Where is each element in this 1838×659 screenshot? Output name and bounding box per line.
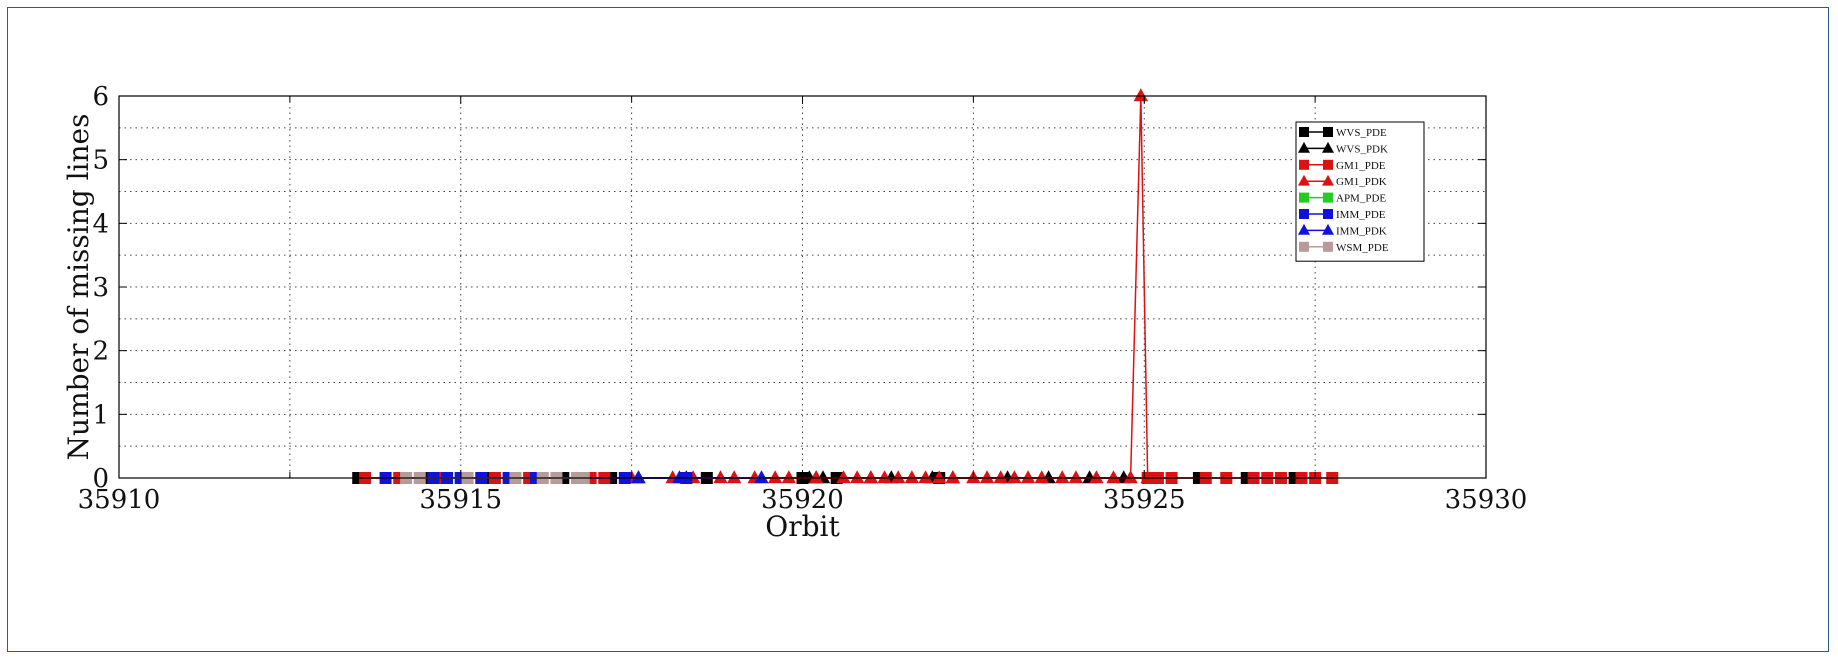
data-point bbox=[1034, 470, 1049, 484]
legend-label: IMM_PDE bbox=[1336, 209, 1386, 221]
data-point bbox=[836, 470, 851, 484]
data-point bbox=[904, 470, 920, 484]
data-point bbox=[849, 470, 865, 484]
legend-marker bbox=[1322, 174, 1334, 186]
data-point bbox=[808, 470, 824, 484]
series-imm-pdk bbox=[631, 470, 769, 484]
legend-box bbox=[1295, 121, 1425, 262]
data-point bbox=[631, 470, 646, 484]
data-point bbox=[877, 470, 892, 484]
data-point bbox=[754, 470, 769, 484]
legend-entry: WVS_PDE bbox=[1299, 127, 1387, 139]
legend-marker bbox=[1322, 141, 1334, 153]
data-point bbox=[726, 470, 742, 484]
grid-lines bbox=[119, 96, 1486, 478]
legend-marker bbox=[1323, 192, 1333, 203]
data-point bbox=[672, 470, 687, 484]
series-gm1-pdk bbox=[624, 88, 1155, 484]
y-tick-label: 3 bbox=[92, 273, 109, 303]
legend-label: GM1_PDE bbox=[1336, 160, 1386, 172]
data-point bbox=[1020, 470, 1036, 484]
legend-marker bbox=[1298, 223, 1310, 235]
y-tick-label: 2 bbox=[92, 337, 109, 367]
legend-marker bbox=[1299, 127, 1309, 137]
legend-marker bbox=[1323, 241, 1333, 252]
data-point bbox=[890, 470, 906, 484]
legend-marker bbox=[1299, 241, 1309, 252]
series-layer bbox=[352, 88, 1339, 484]
x-tick-label: 35915 bbox=[419, 485, 502, 515]
legend-entry: GM1_PDE bbox=[1299, 159, 1386, 172]
legend-entry: GM1_PDK bbox=[1298, 174, 1387, 188]
legend-marker bbox=[1323, 159, 1333, 170]
y-tick-label: 5 bbox=[92, 146, 109, 176]
legend-marker bbox=[1299, 192, 1309, 203]
y-tick-label: 1 bbox=[92, 400, 109, 430]
legend-marker bbox=[1299, 159, 1309, 170]
legend: WVS_PDE WVS_PDK GM1_PDE GM1_PDK APM_PDE IMM_P… bbox=[1295, 121, 1425, 262]
x-tick-label: 35925 bbox=[1103, 485, 1186, 515]
data-point bbox=[767, 470, 783, 484]
chart-frame bbox=[7, 7, 1829, 652]
y-axis-title: Number of missing lines bbox=[62, 114, 95, 461]
legend-marker bbox=[1323, 209, 1333, 219]
legend-marker bbox=[1298, 141, 1310, 153]
data-point bbox=[932, 470, 947, 484]
data-point bbox=[1089, 470, 1104, 484]
legend-marker bbox=[1323, 127, 1333, 137]
y-tick-label: 6 bbox=[92, 82, 109, 112]
legend-entry: WSM_PDE bbox=[1299, 241, 1389, 254]
x-tick-label: 35930 bbox=[1445, 485, 1528, 515]
legend-entry: IMM_PDK bbox=[1298, 223, 1387, 237]
data-point bbox=[863, 470, 879, 484]
x-tick-label: 35910 bbox=[78, 485, 161, 515]
y-tick-label: 0 bbox=[92, 464, 109, 494]
legend-label: APM_PDE bbox=[1336, 193, 1386, 205]
data-point bbox=[713, 470, 728, 484]
data-point bbox=[945, 470, 961, 484]
legend-entry: IMM_PDE bbox=[1299, 209, 1386, 221]
legend-entry: APM_PDE bbox=[1299, 192, 1386, 205]
legend-label: WVS_PDK bbox=[1336, 143, 1388, 155]
axis-ticks: 35910 35915 35920 35925 35930 0 1 2 3 4 5 6 bbox=[78, 82, 1528, 515]
x-tick-label: 35920 bbox=[761, 485, 844, 515]
data-point bbox=[1068, 470, 1084, 484]
legend-marker bbox=[1299, 209, 1309, 219]
x-axis-title: Orbit bbox=[765, 510, 840, 543]
data-point bbox=[781, 470, 797, 484]
legend-label: GM1_PDK bbox=[1336, 176, 1387, 188]
data-point bbox=[979, 470, 995, 484]
data-point bbox=[1140, 470, 1155, 484]
data-point bbox=[1106, 470, 1121, 484]
data-point bbox=[993, 470, 1008, 484]
y-tick-label: 4 bbox=[92, 209, 109, 239]
data-point bbox=[1123, 470, 1138, 484]
data-point bbox=[918, 470, 933, 484]
legend-label: IMM_PDK bbox=[1336, 225, 1387, 237]
data-point bbox=[1133, 88, 1149, 102]
legend-label: WSM_PDE bbox=[1336, 242, 1389, 254]
data-point bbox=[1055, 470, 1070, 484]
legend-entry: WVS_PDK bbox=[1298, 141, 1388, 155]
legend-marker bbox=[1322, 223, 1334, 235]
legend-label: WVS_PDE bbox=[1336, 127, 1387, 139]
data-point bbox=[1007, 470, 1022, 484]
legend-marker bbox=[1298, 174, 1310, 186]
